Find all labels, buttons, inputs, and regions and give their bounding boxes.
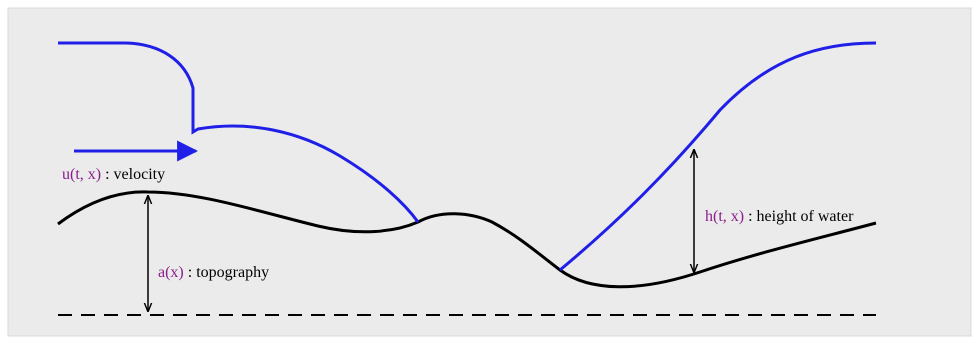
water-surface-right-curve [559, 41, 877, 272]
height-label: h(t, x) : height of water [705, 208, 854, 225]
velocity-label: u(t, x) : velocity [62, 166, 165, 183]
height-text: : height of water [744, 208, 854, 225]
topography-curve [57, 190, 877, 289]
velocity-math-symbol: u(t, x) [62, 166, 101, 183]
topography-math-symbol: a(x) [158, 264, 184, 281]
water-surface-left-curve [58, 41, 420, 223]
diagram-panel [7, 7, 972, 337]
velocity-text: : velocity [101, 166, 165, 183]
topography-text: : topography [184, 264, 269, 281]
topography-label: a(x) : topography [158, 264, 269, 281]
height-math-symbol: h(t, x) [705, 208, 744, 225]
